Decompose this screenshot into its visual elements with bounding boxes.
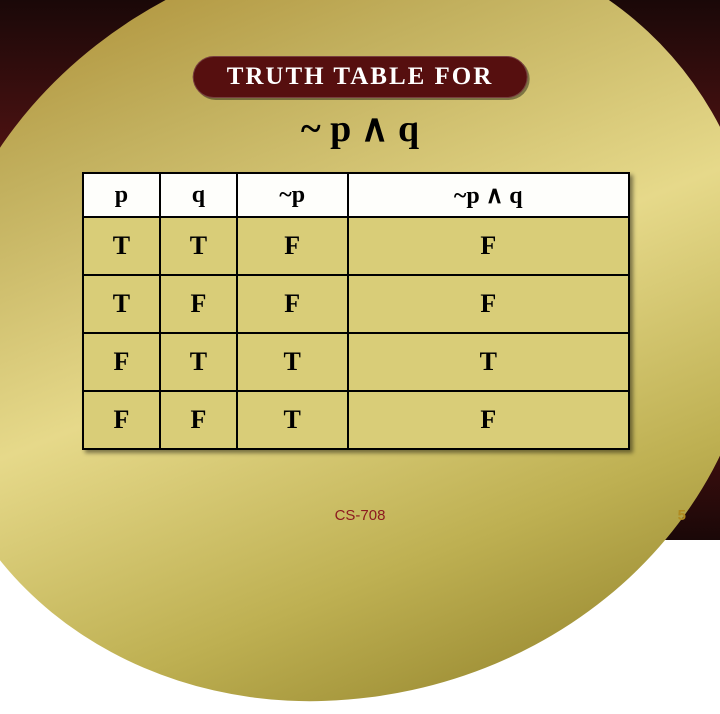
expression: ~ p ∧ q bbox=[301, 106, 419, 151]
footer-course: CS-708 bbox=[335, 507, 386, 524]
table-header-row: p q ~p ~p ∧ q bbox=[83, 173, 629, 217]
cell: F bbox=[83, 391, 160, 449]
expression-text: ~ p ∧ q bbox=[301, 108, 419, 150]
cell: F bbox=[160, 275, 237, 333]
title-pill: TRUTH TABLE FOR bbox=[193, 56, 528, 98]
cell: T bbox=[160, 217, 237, 275]
title-text: TRUTH TABLE FOR bbox=[227, 63, 494, 90]
footer-page: 5 bbox=[678, 507, 686, 524]
cell: T bbox=[83, 275, 160, 333]
cell: T bbox=[237, 333, 348, 391]
cell: F bbox=[348, 217, 629, 275]
truth-table: p q ~p ~p ∧ q T T F F T F F F F T T bbox=[82, 172, 630, 450]
cell: T bbox=[237, 391, 348, 449]
cell: T bbox=[83, 217, 160, 275]
cell: F bbox=[160, 391, 237, 449]
truth-table-container: p q ~p ~p ∧ q T T F F T F F F F T T bbox=[82, 172, 630, 450]
cell: T bbox=[348, 333, 629, 391]
cell: F bbox=[237, 217, 348, 275]
col-notp-and-q: ~p ∧ q bbox=[348, 173, 629, 217]
table-row: F F T F bbox=[83, 391, 629, 449]
cell: F bbox=[237, 275, 348, 333]
table-row: F T T T bbox=[83, 333, 629, 391]
table-row: T T F F bbox=[83, 217, 629, 275]
cell: F bbox=[348, 275, 629, 333]
table-row: T F F F bbox=[83, 275, 629, 333]
col-q: q bbox=[160, 173, 237, 217]
col-not-p: ~p bbox=[237, 173, 348, 217]
cell: T bbox=[160, 333, 237, 391]
cell: F bbox=[348, 391, 629, 449]
cell: F bbox=[83, 333, 160, 391]
col-p: p bbox=[83, 173, 160, 217]
